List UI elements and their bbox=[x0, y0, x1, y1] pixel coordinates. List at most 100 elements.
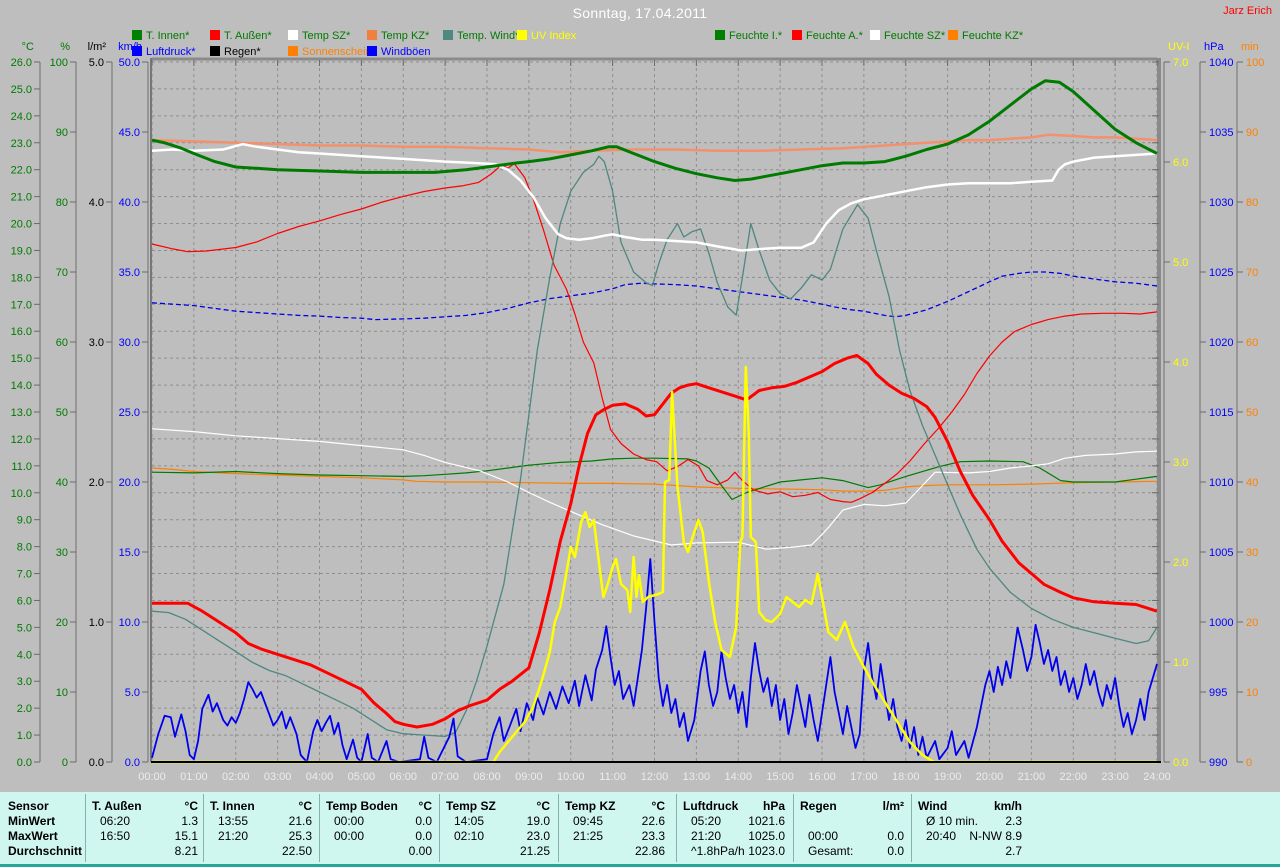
axis-tick-label: 20 bbox=[1246, 617, 1258, 629]
table-max-value: 25.3 bbox=[288, 829, 312, 843]
axis-unit-c: °C bbox=[22, 41, 34, 53]
axis-tick-label: 26.0 bbox=[11, 57, 32, 69]
x-tick-label: 00:00 bbox=[138, 771, 166, 783]
axis-unit-uv: UV-I bbox=[1168, 41, 1189, 53]
table-col-name: Wind bbox=[918, 799, 948, 813]
axis-tick-label: 7.0 bbox=[1173, 57, 1188, 69]
x-tick-label: 13:00 bbox=[683, 771, 711, 783]
table-min-time: 05:20 bbox=[691, 814, 722, 828]
axis-tick-label: 16.0 bbox=[11, 326, 32, 338]
weather-chart-svg: °C 0.0 1.0 2.0 3.0 4.0 5.0 6.0 7.0 8.0 9.0 10.0 11.0… bbox=[11, 41, 1265, 783]
table-avg-value: 21.25 bbox=[519, 844, 550, 858]
axis-tick-label: 12.0 bbox=[11, 434, 32, 446]
series-feuchte-sz bbox=[151, 428, 1158, 550]
table-min-value: 21.6 bbox=[288, 814, 312, 828]
x-tick-label: 11:00 bbox=[599, 771, 626, 783]
x-tick-label: 17:00 bbox=[850, 771, 878, 783]
legend-label: Regen* bbox=[224, 46, 261, 58]
table-col-name: Regen bbox=[800, 799, 837, 813]
x-tick-label: 06:00 bbox=[389, 771, 417, 783]
axis-tick-label: 19.0 bbox=[11, 245, 32, 257]
axis-tick-label: 14.0 bbox=[11, 380, 32, 392]
series-temp-sz bbox=[151, 142, 1158, 252]
table-max-time: 16:50 bbox=[100, 829, 131, 843]
legend-item-feuchte-kz: Feuchte KZ* bbox=[948, 30, 1023, 42]
legend-label: UV Index bbox=[531, 30, 577, 42]
x-tick-label: 20:00 bbox=[976, 771, 1004, 783]
legend-item-regen: Regen* bbox=[210, 46, 261, 58]
table-separator bbox=[319, 794, 320, 862]
axis-tick-label: 1.0 bbox=[89, 617, 104, 629]
legend-swatch-icon bbox=[367, 30, 377, 40]
axis-tick-label: 11.0 bbox=[11, 461, 32, 473]
table-min-value: 22.6 bbox=[641, 814, 665, 828]
axis-tick-label: 4.0 bbox=[17, 649, 32, 661]
table-col-unit: l/m² bbox=[882, 799, 904, 813]
legend-label: T. Außen* bbox=[224, 30, 272, 42]
axis-tick-label: 60 bbox=[56, 337, 68, 349]
axis-tick-label: 40 bbox=[1246, 477, 1258, 489]
axis-tick-label: 2.0 bbox=[17, 703, 32, 715]
axis-tick-label: 1.0 bbox=[1173, 657, 1188, 669]
axis-tick-label: 3.0 bbox=[17, 676, 32, 688]
axis-tick-label: 1.0 bbox=[17, 730, 32, 742]
x-tick-label: 12:00 bbox=[641, 771, 669, 783]
table-max-value: 15.1 bbox=[174, 829, 198, 843]
axis-tick-label: 50 bbox=[56, 407, 68, 419]
table-avg-time: Gesamt: bbox=[808, 844, 854, 858]
table-col-name: Temp SZ bbox=[446, 799, 496, 813]
table-max-value: 1025.0 bbox=[748, 829, 785, 843]
table-max-time: 21:20 bbox=[691, 829, 722, 843]
legend-swatch-icon bbox=[288, 30, 298, 40]
table-separator bbox=[676, 794, 677, 862]
legend-label: Feuchte KZ* bbox=[962, 30, 1024, 42]
table-col-unit: °C bbox=[418, 799, 432, 813]
axis-tick-label: 8.0 bbox=[17, 542, 32, 554]
legend-swatch-icon bbox=[948, 30, 958, 40]
axis-tick-label: 1040 bbox=[1209, 57, 1233, 69]
legend-swatch-icon bbox=[288, 46, 298, 56]
legend-swatch-icon bbox=[210, 46, 220, 56]
legend-item-windb-en: Windböen bbox=[367, 46, 431, 58]
x-tick-label: 22:00 bbox=[1059, 771, 1087, 783]
series-uv-index bbox=[152, 365, 1157, 764]
axis-tick-label: 10.0 bbox=[11, 488, 32, 500]
axis-tick-label: 995 bbox=[1209, 687, 1227, 699]
axis-tick-label: 3.0 bbox=[89, 337, 104, 349]
x-tick-label: 08:00 bbox=[473, 771, 501, 783]
axis-unit-lm2: l/m² bbox=[88, 41, 107, 53]
axis-tick-label: 990 bbox=[1209, 757, 1227, 769]
series-feuchte-kz bbox=[151, 467, 1158, 492]
axis-tick-label: 22.0 bbox=[11, 165, 32, 177]
axis-tick-label: 30 bbox=[56, 547, 68, 559]
table-separator bbox=[85, 794, 86, 862]
axis-tick-label: 70 bbox=[1246, 267, 1258, 279]
table-max-value: 0.0 bbox=[415, 829, 432, 843]
table-separator bbox=[911, 794, 912, 862]
legend-label: T. Innen* bbox=[146, 30, 190, 42]
table-max-time: 20:40 bbox=[926, 829, 957, 843]
table-col-name: Luftdruck bbox=[683, 799, 739, 813]
axis-tick-label: 20.0 bbox=[11, 219, 32, 231]
table-max-time: 21:25 bbox=[573, 829, 604, 843]
axis-tick-label: 5.0 bbox=[17, 622, 32, 634]
axis-tick-label: 80 bbox=[56, 197, 68, 209]
legend-item-feuchte-sz: Feuchte SZ* bbox=[870, 30, 945, 42]
axis-tick-label: 24.0 bbox=[11, 111, 32, 123]
axis-tick-label: 10 bbox=[56, 687, 68, 699]
series-temp-wind bbox=[151, 155, 1158, 738]
legend-item-feuchte-a: Feuchte A.* bbox=[792, 30, 863, 42]
axis-tick-label: 15.0 bbox=[119, 547, 140, 559]
axis-tick-label: 23.0 bbox=[11, 138, 32, 150]
axis-tick-label: 40.0 bbox=[119, 197, 140, 209]
axis-tick-label: 17.0 bbox=[11, 299, 32, 311]
table-col-name: T. Innen bbox=[210, 799, 255, 813]
table-max-time: 00:00 bbox=[808, 829, 839, 843]
table-col-name: Temp KZ bbox=[565, 799, 616, 813]
legend-swatch-icon bbox=[715, 30, 725, 40]
legend-swatch-icon bbox=[792, 30, 802, 40]
table-max-value: 0.0 bbox=[887, 829, 904, 843]
table-col-unit: °C bbox=[536, 799, 550, 813]
axis-tick-label: 30.0 bbox=[119, 337, 140, 349]
